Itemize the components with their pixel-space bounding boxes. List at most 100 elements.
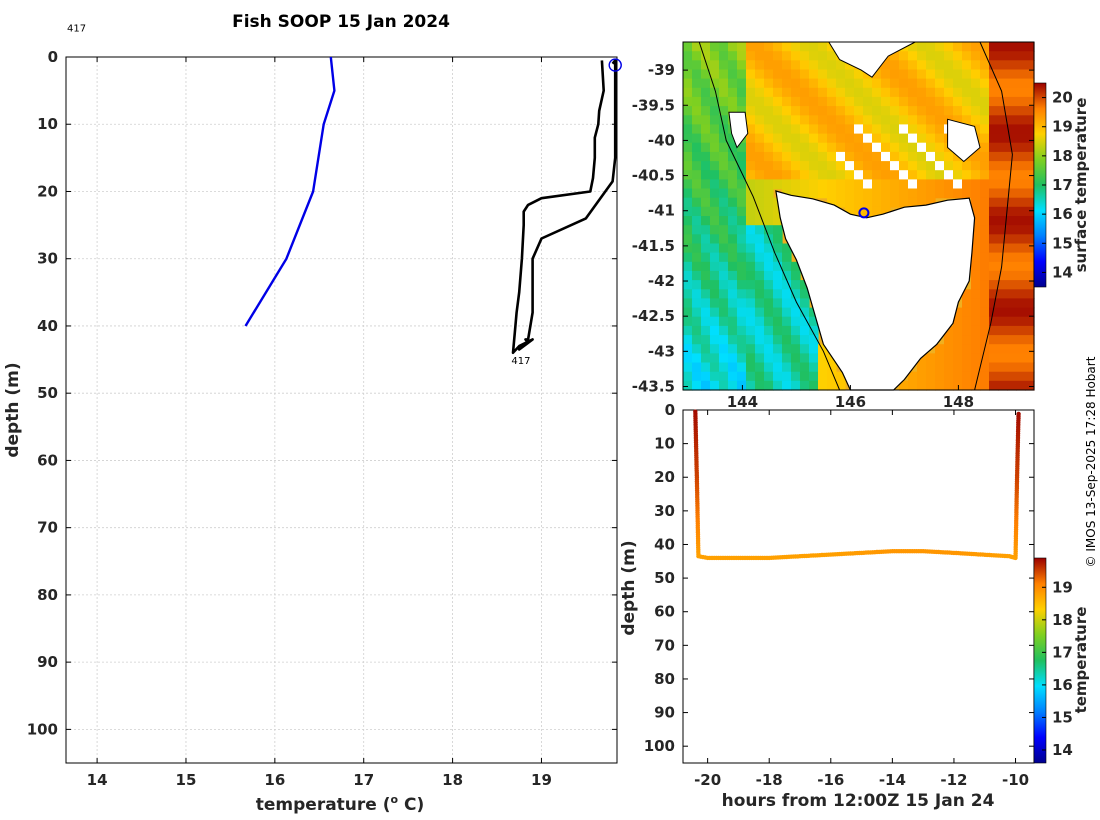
- sst-cell: [782, 298, 792, 309]
- sst-cell: [998, 142, 1008, 153]
- sst-cell: [827, 362, 837, 373]
- sst-cell: [836, 124, 846, 135]
- sst-cell: [971, 316, 981, 327]
- sst-cell: [728, 243, 738, 254]
- sst-cell: [746, 179, 756, 190]
- sst-cell: [818, 380, 828, 391]
- sst-cell: [755, 60, 765, 71]
- sst-cell: [764, 216, 774, 226]
- sst-cell: [872, 142, 882, 153]
- sst-cell: [899, 106, 909, 116]
- sst-cell: [998, 225, 1008, 235]
- sst-cell: [719, 371, 729, 382]
- y-tick-label: 30: [37, 250, 58, 268]
- sst-cell: [818, 188, 828, 199]
- sst-cell: [827, 115, 837, 126]
- sst-cell: [818, 115, 828, 126]
- sst-cell: [719, 133, 729, 144]
- sst-cell: [1025, 362, 1035, 373]
- sst-cell: [791, 188, 801, 199]
- sst-cell: [791, 124, 801, 135]
- sst-cell: [728, 234, 738, 245]
- y-tick-label: 100: [644, 737, 675, 755]
- sst-cell: [737, 96, 747, 107]
- sst-cell: [899, 69, 909, 80]
- sst-cell: [746, 298, 756, 309]
- sst-cell: [836, 115, 846, 126]
- sst-cell: [1016, 161, 1026, 171]
- sst-cell: [989, 289, 999, 300]
- sst-cell: [773, 151, 783, 162]
- sst-cell: [683, 188, 693, 199]
- sst-cell: [773, 335, 783, 345]
- sst-cell: [854, 124, 864, 135]
- sst-cell: [800, 335, 810, 345]
- sst-cell: [980, 225, 990, 235]
- sst-cell: [683, 307, 693, 318]
- sst-cell: [863, 115, 873, 126]
- sst-cell: [710, 142, 720, 153]
- sst-cell: [683, 380, 693, 391]
- sst-cell: [701, 280, 711, 290]
- sst-cell: [917, 87, 927, 98]
- sst-cell: [710, 380, 720, 391]
- sst-cell: [701, 307, 711, 318]
- sst-cell: [737, 344, 747, 354]
- sst-cell: [998, 69, 1008, 80]
- sst-cell: [971, 362, 981, 373]
- sst-cell: [989, 261, 999, 272]
- sst-cell: [800, 307, 810, 318]
- sst-cell: [1025, 87, 1035, 98]
- sst-cell: [926, 78, 936, 89]
- y-tick-label: 30: [654, 502, 675, 520]
- sst-cell: [746, 69, 756, 80]
- sst-cell: [764, 87, 774, 98]
- sst-cell: [890, 60, 900, 71]
- sst-cell: [944, 170, 954, 180]
- sst-cell: [854, 197, 864, 208]
- sst-cell: [800, 362, 810, 373]
- sst-cell: [926, 42, 936, 52]
- sst-cell: [998, 243, 1008, 254]
- sst-cell: [746, 353, 756, 364]
- sst-cell: [710, 298, 720, 309]
- map-colorbar-tick-label: 20: [1052, 89, 1073, 107]
- sst-cell: [755, 142, 765, 153]
- king-island: [728, 111, 749, 149]
- y-tick-label: 10: [37, 115, 58, 133]
- sst-cell: [710, 60, 720, 71]
- sst-cell: [854, 78, 864, 89]
- sst-cell: [971, 106, 981, 116]
- sst-cell: [971, 170, 981, 180]
- y-tick-label: 50: [654, 569, 675, 587]
- sst-cell: [998, 298, 1008, 309]
- blue-profile-line: [244, 56, 336, 327]
- sst-cell: [755, 170, 765, 180]
- sst-cell: [800, 142, 810, 153]
- sst-cell: [818, 362, 828, 373]
- sst-cell: [845, 170, 855, 180]
- map-x-tick-label: 148: [943, 393, 974, 411]
- map-x-tick-label: 146: [835, 393, 866, 411]
- sst-cell: [791, 96, 801, 107]
- sst-cell: [683, 197, 693, 208]
- sst-cell: [701, 42, 711, 52]
- sst-cell: [710, 362, 720, 373]
- sst-cell: [908, 170, 918, 180]
- sst-cell: [755, 362, 765, 373]
- sst-cell: [836, 170, 846, 180]
- sst-cell: [989, 179, 999, 190]
- sst-cell: [980, 106, 990, 116]
- sst-cell: [719, 106, 729, 116]
- sst-cell: [1016, 42, 1026, 52]
- sst-cell: [773, 280, 783, 290]
- sst-cell: [728, 380, 738, 391]
- sst-cell: [791, 325, 801, 336]
- sst-cell: [764, 225, 774, 235]
- sst-cell: [935, 78, 945, 89]
- sst-cell: [800, 161, 810, 171]
- sst-cell: [728, 371, 738, 382]
- sst-cell: [944, 353, 954, 364]
- sst-cell: [962, 298, 972, 309]
- sst-cell: [998, 197, 1008, 208]
